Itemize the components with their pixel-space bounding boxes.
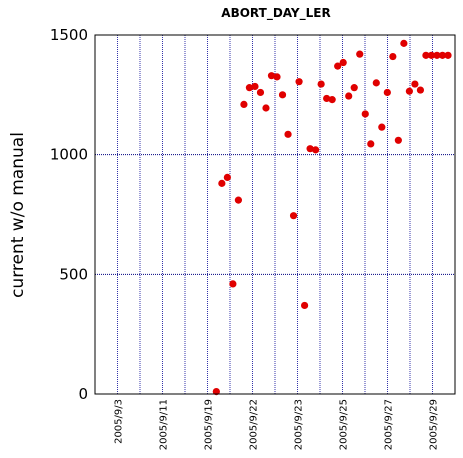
x-tick-label: 2005/9/25: [339, 399, 350, 450]
data-point: [372, 79, 380, 87]
data-point: [317, 80, 325, 88]
data-point: [229, 280, 237, 288]
data-points: [212, 39, 452, 396]
y-tick-label: 500: [59, 265, 88, 283]
x-tick-label: 2005/9/23: [294, 399, 305, 450]
data-point: [295, 78, 303, 86]
y-tick-label: 1500: [50, 26, 88, 44]
data-point: [218, 179, 226, 187]
data-point: [400, 39, 408, 47]
data-point: [234, 196, 243, 204]
data-point: [328, 96, 336, 104]
data-point: [251, 82, 259, 91]
data-point: [273, 73, 281, 81]
data-point: [427, 51, 436, 59]
data-point: [394, 136, 402, 144]
data-point: [306, 145, 314, 153]
x-tick-label: 2005/9/3: [114, 399, 125, 444]
y-axis-ticks: 0 500 1000 1500: [50, 26, 88, 403]
data-point: [422, 51, 430, 59]
data-point: [383, 88, 391, 97]
data-point: [345, 92, 353, 100]
x-tick-label: 2005/9/27: [384, 399, 395, 450]
data-point: [323, 94, 331, 103]
data-point: [389, 52, 397, 61]
x-tick-label: 2005/9/11: [159, 399, 170, 450]
data-point: [289, 212, 298, 220]
data-point: [300, 301, 309, 310]
data-point: [262, 104, 270, 112]
plot-area-frame: [94, 34, 456, 395]
data-point: [350, 84, 358, 92]
data-point: [367, 140, 375, 148]
data-point: [312, 146, 320, 154]
data-point: [223, 173, 231, 182]
chart-title: ABORT_DAY_LER: [221, 6, 330, 21]
y-tick-label: 0: [78, 385, 88, 403]
data-point: [245, 84, 254, 92]
x-axis-ticks: 2005/9/3 2005/9/11 2005/9/19 2005/9/22 2005/…: [114, 399, 440, 450]
data-point: [334, 62, 342, 70]
data-point: [240, 100, 248, 109]
y-tick-label: 1000: [50, 146, 88, 164]
data-point: [356, 50, 364, 58]
data-point: [339, 58, 347, 67]
data-point: [267, 72, 276, 80]
data-point: [405, 87, 413, 95]
data-point: [411, 80, 419, 88]
x-tick-label: 2005/9/19: [204, 399, 215, 450]
data-point: [361, 110, 369, 118]
y-axis-label: current w/o manual: [8, 132, 28, 298]
data-point: [278, 91, 287, 99]
data-point: [256, 88, 265, 97]
x-tick-label: 2005/9/29: [429, 399, 440, 450]
data-point: [444, 51, 452, 59]
data-point: [438, 51, 447, 59]
data-point: [416, 86, 425, 94]
data-point: [284, 130, 292, 138]
data-point: [212, 388, 220, 396]
x-tick-label: 2005/9/22: [249, 399, 260, 450]
data-point: [433, 51, 441, 59]
gridlines: [95, 35, 455, 394]
data-point: [378, 123, 386, 131]
